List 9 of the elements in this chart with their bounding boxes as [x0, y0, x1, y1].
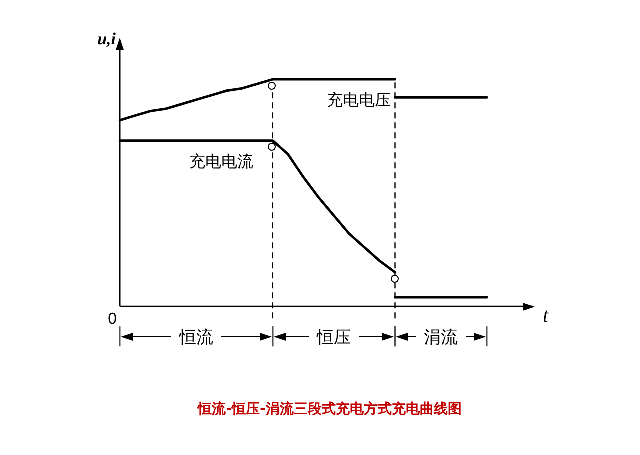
series-label: 充电电流 — [189, 152, 254, 171]
y-axis-title: u,i — [98, 29, 116, 48]
text: 恒流-恒压-涓流三段式充电方式充电曲线图 — [197, 400, 462, 418]
series-label: 充电电压 — [327, 90, 392, 110]
x-axis-title: t — [543, 304, 549, 327]
x-tick-label: 恒流 — [178, 328, 214, 348]
x-tick-label: 涓流 — [424, 328, 458, 348]
text: 0 — [108, 311, 118, 328]
x-tick-label: 恒压 — [316, 328, 352, 348]
